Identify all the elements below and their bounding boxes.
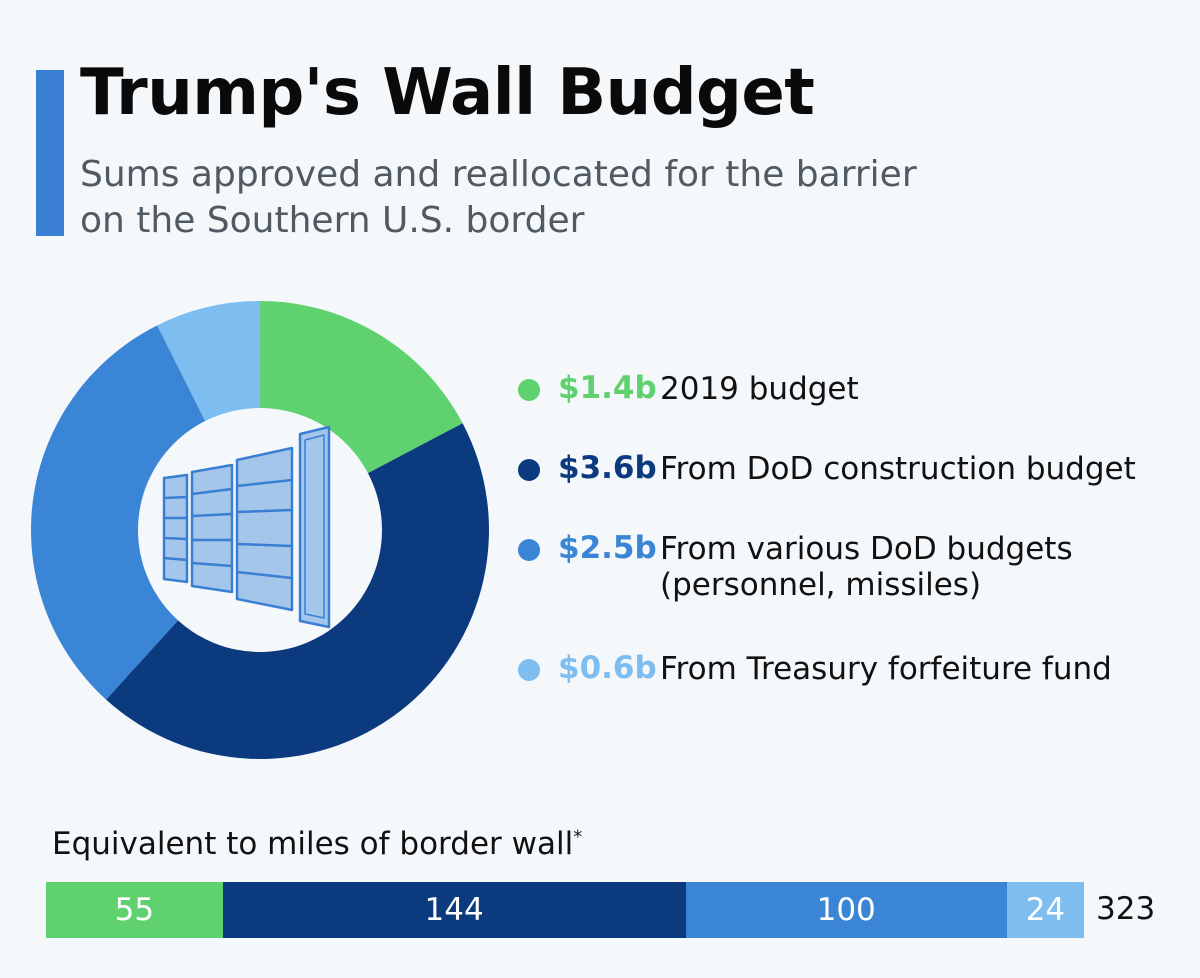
wall-rail [236, 570, 293, 580]
wall-rail [163, 536, 188, 541]
wall-rail [191, 512, 233, 518]
miles-stacked-bar: 55 144 100 24 [46, 882, 1084, 938]
wall-panel-2 [190, 463, 234, 594]
legend-dot [518, 379, 540, 401]
legend-label-line: (personnel, missiles) [660, 567, 982, 603]
legend-label-line: From Treasury forfeiture fund [660, 651, 1112, 687]
wall-post [298, 425, 331, 629]
miles-bar-segment-1: 55 [46, 882, 223, 938]
legend-label-line: From various DoD budgets [660, 531, 1073, 567]
legend-dot [518, 459, 540, 481]
miles-bar-total: 323 [1096, 891, 1156, 927]
legend-amount: $0.6b [558, 650, 657, 686]
donut-chart [31, 301, 489, 759]
legend-label-line: 2019 budget [660, 371, 859, 407]
miles-bar-segment-3: 100 [685, 882, 1007, 938]
legend-label: From DoD construction budget [660, 451, 1136, 487]
legend-label-line: From DoD construction budget [660, 451, 1136, 487]
wall-rail [236, 478, 293, 488]
subtitle-line-2: on the Southern U.S. border [80, 200, 585, 241]
page-title: Trump's Wall Budget [80, 56, 815, 130]
wall-rail [236, 542, 293, 548]
wall-rail [191, 487, 233, 496]
legend-amount: $1.4b [558, 370, 657, 406]
miles-bar-segment-label: 24 [1025, 892, 1066, 928]
miles-bar-title-footnote-mark: * [573, 826, 583, 848]
wall-panel-1 [162, 473, 189, 584]
wall-rail [163, 556, 188, 562]
legend-label: 2019 budget [660, 371, 859, 407]
subtitle-line-1: Sums approved and reallocated for the ba… [80, 154, 917, 195]
miles-bar-segment-label: 55 [114, 892, 155, 928]
legend-label: From various DoD budgets (personnel, miss… [660, 531, 1073, 603]
legend-dot [518, 539, 540, 561]
miles-bar-segment-2: 144 [222, 882, 686, 938]
page-subtitle: Sums approved and reallocated for the ba… [80, 152, 980, 244]
title-accent-bar [36, 70, 64, 236]
miles-bar-segment-label: 144 [424, 892, 484, 928]
miles-bar-segment-4: 24 [1006, 882, 1084, 938]
wall-rail [191, 561, 233, 568]
miles-bar-segment-label: 100 [816, 892, 876, 928]
wall-panel-3 [235, 446, 294, 612]
wall-rail [236, 508, 293, 514]
miles-bar-title-text: Equivalent to miles of border wall [52, 826, 574, 862]
wall-rail [163, 495, 188, 500]
legend-label: From Treasury forfeiture fund [660, 651, 1112, 687]
legend-amount: $3.6b [558, 450, 657, 486]
wall-post-inner [304, 434, 325, 619]
miles-bar-title: Equivalent to miles of border wall* [52, 826, 582, 862]
legend-dot [518, 659, 540, 681]
border-wall-icon [162, 425, 331, 629]
legend-amount: $2.5b [558, 530, 657, 566]
